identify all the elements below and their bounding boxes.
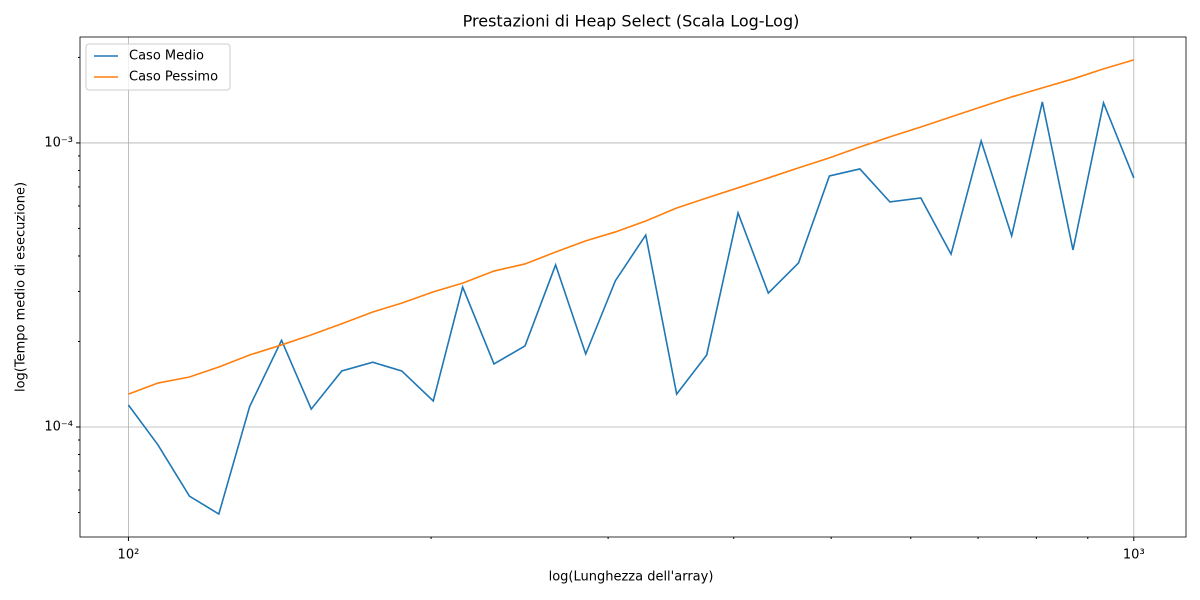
x-axis-label: log(Lunghezza dell'array): [549, 570, 714, 585]
plot-frame: [79, 36, 1187, 538]
y-tick-label: 10⁻³: [44, 135, 73, 150]
y-axis-label: log(Tempo medio di esecuzione): [14, 182, 29, 392]
legend-box: [85, 43, 231, 91]
line-series: [127, 100, 1135, 516]
legend-label: Caso Medio: [129, 49, 204, 64]
chart-title: Prestazioni di Heap Select (Scala Log-Lo…: [463, 12, 800, 31]
y-tick-label: 10⁻⁴: [44, 420, 73, 435]
legend-label: Caso Pessimo: [129, 70, 218, 85]
x-tick-label: 10³: [1123, 548, 1145, 563]
x-tick-label: 10²: [118, 548, 140, 563]
line-series: [128, 59, 1135, 395]
